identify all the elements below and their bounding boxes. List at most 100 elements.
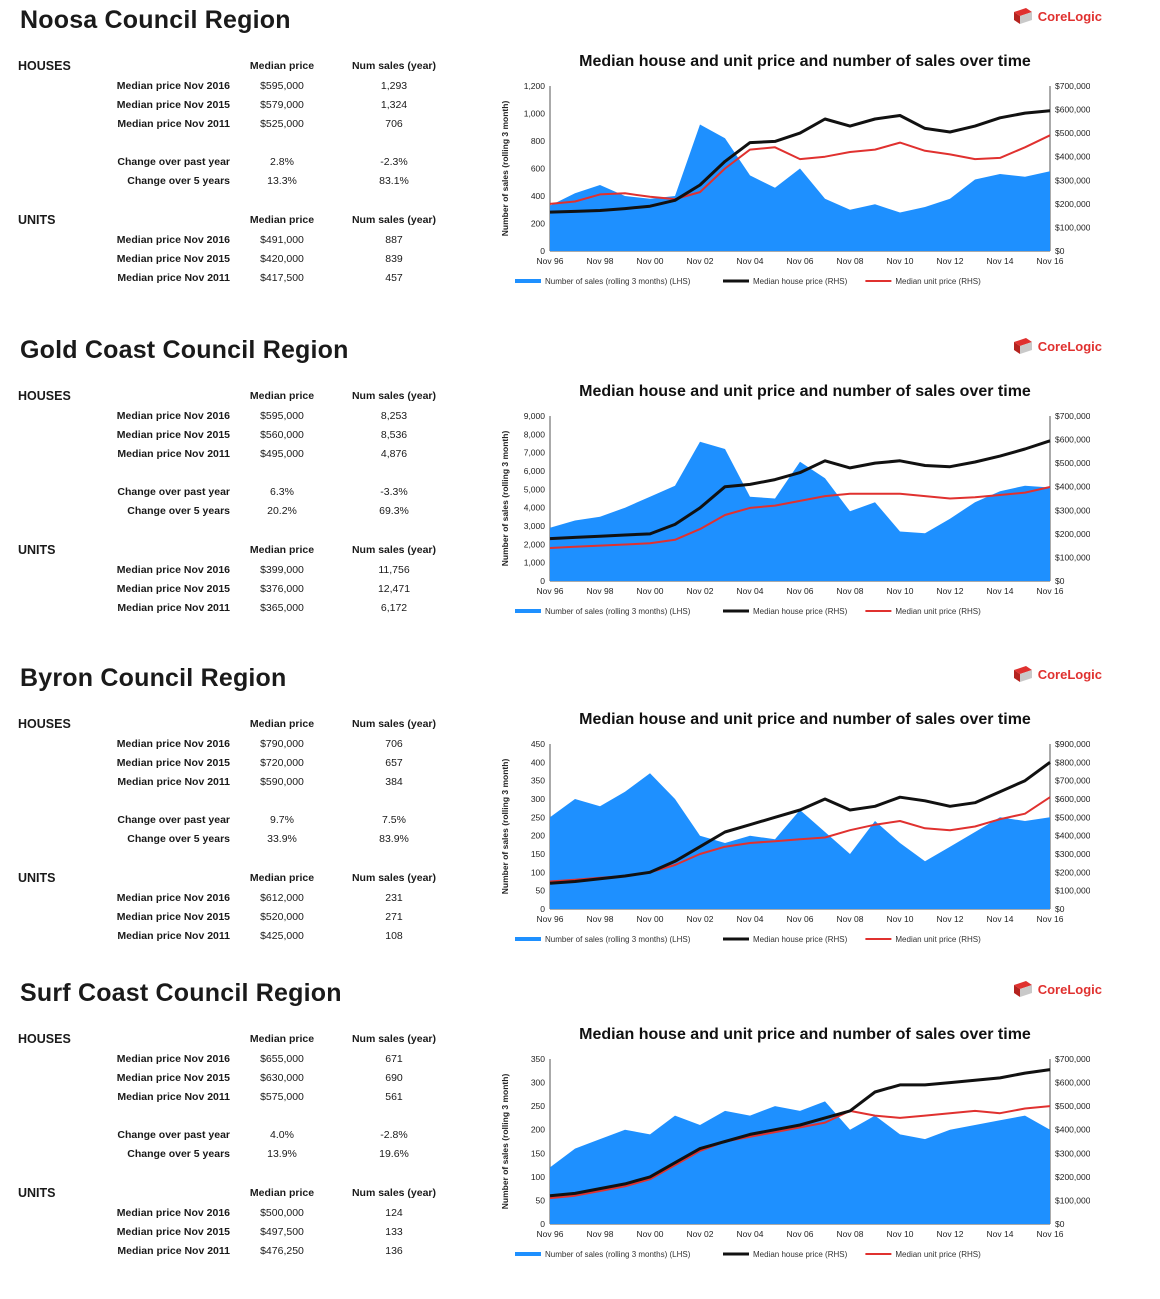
median-price-value: $579,000 xyxy=(260,99,304,111)
right-tick-label: $600,000 xyxy=(1055,105,1090,115)
right-tick-label: $0 xyxy=(1055,904,1065,914)
x-tick-label: Nov 00 xyxy=(637,586,664,596)
left-tick-label: 400 xyxy=(531,757,545,767)
left-tick-label: 200 xyxy=(531,1125,545,1135)
left-tick-label: 100 xyxy=(531,1172,545,1182)
legend-item-sales: Number of sales (rolling 3 months) (LHS) xyxy=(515,277,691,286)
region-title: Gold Coast Council Region xyxy=(20,336,349,364)
row-label: Change over past year xyxy=(117,1129,230,1141)
row-label: Median price Nov 2011 xyxy=(117,602,230,614)
right-tick-label: $100,000 xyxy=(1055,1195,1090,1205)
chart-svg: Median house and unit price and number o… xyxy=(500,53,1090,286)
x-tick-label: Nov 12 xyxy=(937,256,964,266)
median-price-value: $425,000 xyxy=(260,930,304,942)
chart-svg: Median house and unit price and number o… xyxy=(500,711,1090,944)
num-sales-value: 690 xyxy=(385,1072,403,1084)
row-label: Median price Nov 2016 xyxy=(116,410,230,422)
x-tick-label: Nov 14 xyxy=(987,914,1014,924)
corelogic-logo: CoreLogic xyxy=(1012,336,1102,356)
left-tick-label: 350 xyxy=(531,776,545,786)
median-price-value: 6.3% xyxy=(270,486,294,498)
median-price-value: $595,000 xyxy=(260,80,304,92)
column-header-median-price: Median price xyxy=(249,390,315,402)
row-label: Median price Nov 2016 xyxy=(116,234,230,246)
region-section: Gold Coast Council Region HOUSES Median pr… xyxy=(0,336,1160,656)
legend-label: Median unit price (RHS) xyxy=(895,607,981,616)
median-price-value: $595,000 xyxy=(260,410,304,422)
x-tick-label: Nov 10 xyxy=(887,1229,914,1239)
y-axis-title: Number of sales (rolling 3 month) xyxy=(500,1074,510,1210)
row-label: Median price Nov 2011 xyxy=(117,1091,230,1103)
right-tick-label: $200,000 xyxy=(1055,867,1090,877)
x-tick-label: Nov 04 xyxy=(737,256,764,266)
x-tick-label: Nov 04 xyxy=(737,914,764,924)
section-heading: HOUSES xyxy=(18,389,71,403)
median-price-value: $655,000 xyxy=(260,1053,304,1065)
x-tick-label: Nov 10 xyxy=(887,256,914,266)
left-tick-label: 350 xyxy=(531,1054,545,1064)
num-sales-value: 271 xyxy=(385,911,403,923)
column-header-num-sales: Num sales (year) xyxy=(351,1033,437,1045)
num-sales-value: 671 xyxy=(385,1053,403,1065)
median-price-value: $575,000 xyxy=(260,1091,304,1103)
median-price-value: $417,500 xyxy=(260,272,304,284)
median-price-value: $612,000 xyxy=(260,892,304,904)
right-tick-label: $300,000 xyxy=(1055,175,1090,185)
legend-item-sales: Number of sales (rolling 3 months) (LHS) xyxy=(515,607,691,616)
corelogic-logo-text: CoreLogic xyxy=(1037,666,1102,682)
legend-label: Median unit price (RHS) xyxy=(895,277,981,286)
legend-item-sales: Number of sales (rolling 3 months) (LHS) xyxy=(515,935,691,944)
num-sales-value: 6,172 xyxy=(380,602,408,614)
x-tick-label: Nov 06 xyxy=(787,914,814,924)
row-label: Median price Nov 2016 xyxy=(116,1053,230,1065)
x-tick-label: Nov 06 xyxy=(787,256,814,266)
right-tick-label: $700,000 xyxy=(1055,776,1090,786)
left-tick-label: 450 xyxy=(531,739,545,749)
x-tick-label: Nov 96 xyxy=(537,914,564,924)
median-price-value: 2.8% xyxy=(270,156,294,168)
column-header-median-price: Median price xyxy=(249,718,315,730)
legend-item-house: Median house price (RHS) xyxy=(723,607,848,616)
median-price-value: $420,000 xyxy=(260,253,304,265)
column-header-median-price: Median price xyxy=(249,1033,315,1045)
legend-label: Median house price (RHS) xyxy=(753,1250,848,1259)
left-tick-label: 7,000 xyxy=(524,448,546,458)
corelogic-logo-text: CoreLogic xyxy=(1037,981,1102,997)
x-tick-label: Nov 06 xyxy=(787,1229,814,1239)
row-label: Median price Nov 2015 xyxy=(116,99,230,111)
left-tick-label: 200 xyxy=(531,219,545,229)
right-tick-label: $0 xyxy=(1055,576,1065,586)
right-tick-label: $900,000 xyxy=(1055,739,1090,749)
row-label: Median price Nov 2011 xyxy=(117,930,230,942)
column-header-num-sales: Num sales (year) xyxy=(351,1187,437,1199)
corelogic-logo-icon xyxy=(1012,979,1034,999)
legend-item-unit: Median unit price (RHS) xyxy=(865,607,981,616)
legend-label: Number of sales (rolling 3 months) (LHS) xyxy=(545,607,691,616)
median-price-value: $590,000 xyxy=(260,776,304,788)
row-label: Median price Nov 2011 xyxy=(117,272,230,284)
section-heading: HOUSES xyxy=(18,717,71,731)
chart-title: Median house and unit price and number o… xyxy=(579,1026,1031,1043)
row-label: Median price Nov 2016 xyxy=(116,564,230,576)
series-house-price-line xyxy=(549,109,1051,214)
median-price-value: $560,000 xyxy=(260,429,304,441)
legend-label: Number of sales (rolling 3 months) (LHS) xyxy=(545,277,691,286)
left-tick-label: 400 xyxy=(531,191,545,201)
row-label: Median price Nov 2015 xyxy=(116,429,230,441)
legend-label: Median house price (RHS) xyxy=(753,935,848,944)
median-price-value: $720,000 xyxy=(260,757,304,769)
num-sales-value: 83.1% xyxy=(379,175,409,187)
left-tick-label: 300 xyxy=(531,1078,545,1088)
right-tick-label: $200,000 xyxy=(1055,1172,1090,1182)
column-header-median-price: Median price xyxy=(249,1187,315,1199)
column-header-num-sales: Num sales (year) xyxy=(351,544,437,556)
num-sales-value: 108 xyxy=(385,930,403,942)
row-label: Median price Nov 2015 xyxy=(116,253,230,265)
section-heading: UNITS xyxy=(18,213,56,227)
median-price-value: 9.7% xyxy=(270,814,294,826)
series-sales-area xyxy=(550,441,1050,581)
stats-table: HOUSES Median price Num sales (year) Median… xyxy=(18,702,458,952)
legend-label: Median unit price (RHS) xyxy=(895,1250,981,1259)
x-tick-label: Nov 00 xyxy=(637,914,664,924)
right-tick-label: $100,000 xyxy=(1055,552,1090,562)
